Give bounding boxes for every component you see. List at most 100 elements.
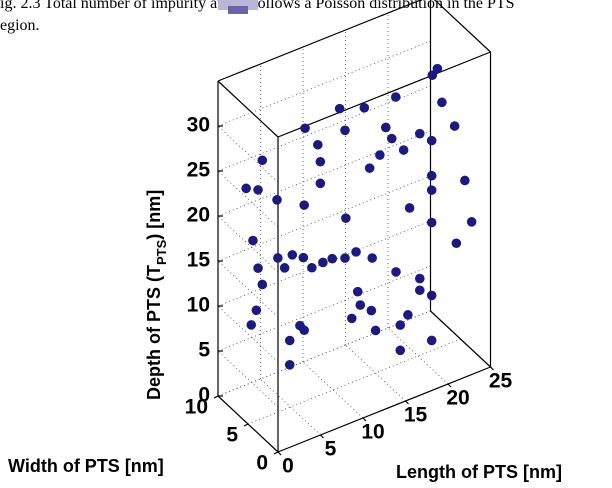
point <box>427 70 438 80</box>
point <box>253 263 263 273</box>
point <box>248 235 258 246</box>
z-tick-label: 25 <box>187 159 211 182</box>
x-axis-label: Length of PTS [nm] <box>396 462 562 482</box>
point <box>415 285 425 296</box>
point <box>253 185 263 195</box>
point <box>426 135 437 146</box>
grid-line <box>247 338 461 425</box>
point <box>391 267 401 277</box>
point <box>398 145 409 155</box>
tick-mark <box>362 417 367 422</box>
point <box>347 313 357 324</box>
z-axis-label: Depth of PTS (TPTS) [nm] <box>144 190 169 400</box>
point <box>299 200 310 210</box>
x-tick-label: 20 <box>446 387 469 410</box>
point <box>404 203 415 213</box>
point <box>395 345 406 356</box>
point <box>375 150 385 160</box>
tick-mark <box>277 451 282 456</box>
x-tick-label: 0 <box>282 455 294 478</box>
x-tick-label: 5 <box>325 438 337 461</box>
grid-line <box>217 170 279 228</box>
point <box>381 122 391 133</box>
y-tick-label: 5 <box>226 424 238 447</box>
grid-line <box>217 260 279 318</box>
y-tick-label: 0 <box>256 452 268 475</box>
point <box>241 183 251 194</box>
point <box>334 103 345 114</box>
grid-line <box>217 265 431 352</box>
point <box>300 123 310 134</box>
point <box>284 335 295 346</box>
tick-mark <box>213 395 219 399</box>
point <box>315 156 326 167</box>
point <box>415 128 425 139</box>
tick-mark <box>405 400 409 405</box>
point <box>437 97 447 108</box>
point <box>426 185 437 195</box>
grid-line <box>302 361 364 419</box>
point <box>272 195 282 205</box>
y-tick-label: 10 <box>185 396 208 419</box>
point <box>257 279 268 290</box>
point <box>451 238 462 249</box>
point <box>298 252 309 263</box>
grid-line <box>217 125 279 183</box>
box-edge <box>217 80 279 138</box>
logo <box>218 0 258 14</box>
grid-line <box>217 350 279 408</box>
point <box>355 300 366 310</box>
point <box>367 253 378 263</box>
point <box>386 133 397 144</box>
point <box>426 290 437 301</box>
point <box>426 335 437 346</box>
caption-line: egion. <box>0 17 40 34</box>
grid-line <box>217 40 431 127</box>
z-tick-label: 30 <box>187 114 210 137</box>
z-tick-label: 5 <box>198 339 210 362</box>
x-tick-label: 25 <box>489 370 513 393</box>
box-edge <box>277 366 491 453</box>
point <box>313 139 323 150</box>
point <box>273 253 283 263</box>
x-tick-label: 15 <box>404 404 428 427</box>
x-tick-label: 10 <box>361 421 384 444</box>
point <box>251 305 262 316</box>
z-tick-label: 20 <box>187 204 210 227</box>
grid-line <box>217 130 431 217</box>
point <box>449 121 460 131</box>
point <box>340 253 350 263</box>
tick-mark <box>447 383 452 388</box>
point <box>366 305 377 316</box>
y-axis-label: Width of PTS [nm] <box>8 456 164 476</box>
point <box>426 217 437 228</box>
point <box>284 360 295 370</box>
point <box>246 320 257 330</box>
point <box>403 310 413 320</box>
z-tick-label: 15 <box>187 249 211 272</box>
grid-line <box>345 344 406 402</box>
point <box>327 253 338 264</box>
box-edge <box>277 51 491 138</box>
point <box>341 213 351 223</box>
tick-mark <box>243 423 249 427</box>
point <box>257 155 268 166</box>
tick-mark <box>490 366 494 371</box>
point <box>390 92 401 102</box>
tick-mark <box>273 451 279 455</box>
point <box>287 250 298 260</box>
point <box>318 257 328 268</box>
point <box>307 262 317 273</box>
box-edge <box>433 0 491 53</box>
point <box>315 178 326 189</box>
point <box>460 175 470 186</box>
point <box>432 63 443 74</box>
point <box>351 247 361 257</box>
box-edge <box>217 0 423 82</box>
point <box>364 163 375 173</box>
grid-line <box>387 327 449 385</box>
tick-mark <box>320 434 324 439</box>
box-edge <box>430 310 491 368</box>
point <box>395 320 406 330</box>
